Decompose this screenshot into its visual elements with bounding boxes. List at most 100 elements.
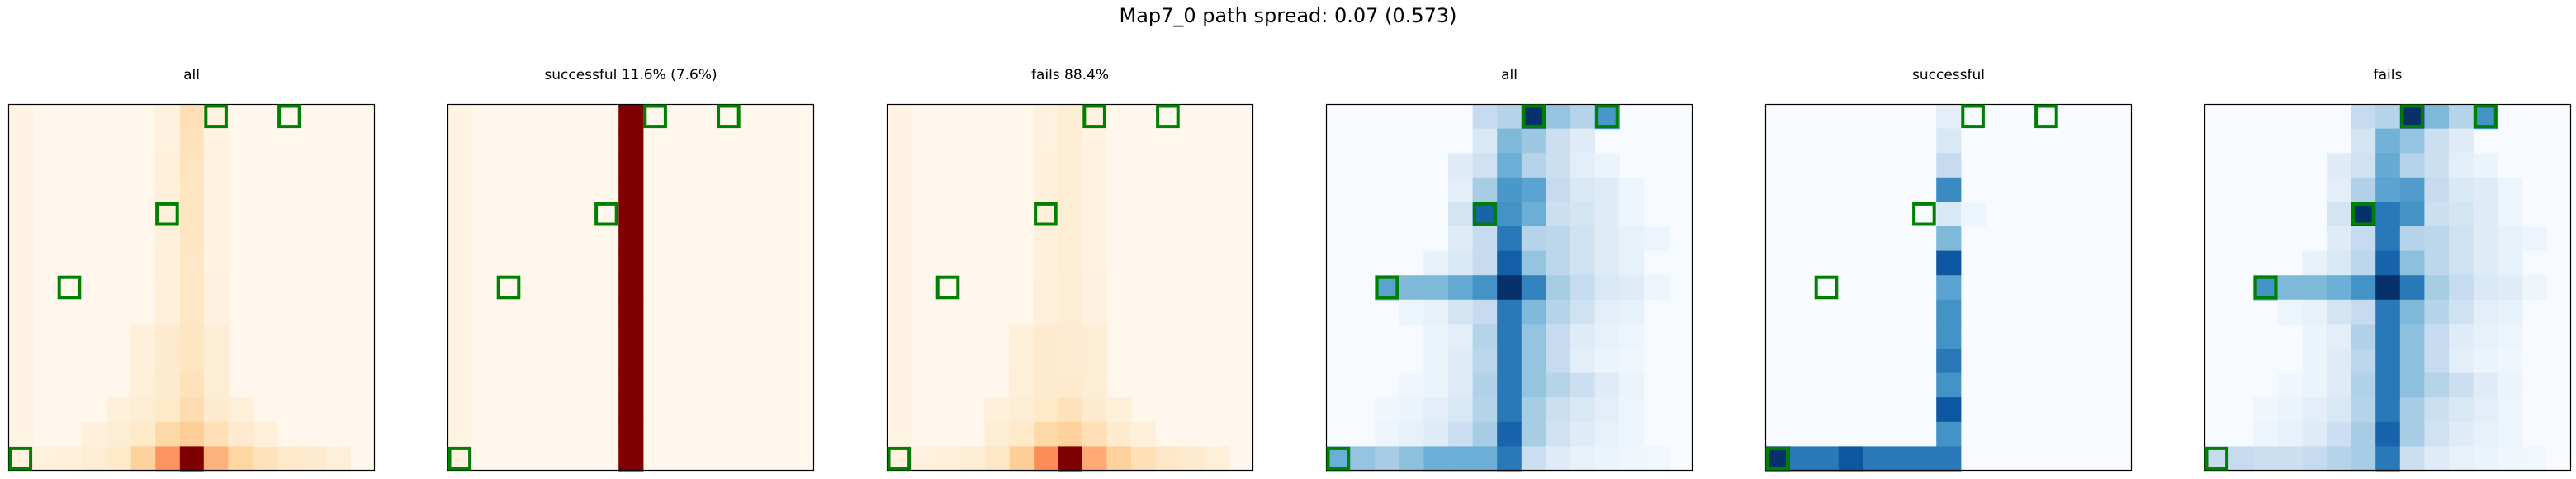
heatmap-cell bbox=[1472, 275, 1498, 301]
heatmap-cell bbox=[1472, 324, 1498, 349]
heatmap-cell bbox=[2424, 446, 2450, 472]
heatmap-cell bbox=[2522, 226, 2547, 252]
waypoint-marker bbox=[2400, 104, 2424, 129]
heatmap-cell bbox=[618, 275, 644, 301]
waypoint-marker bbox=[1765, 446, 1790, 471]
waypoint-marker bbox=[594, 202, 618, 226]
waypoint-marker bbox=[155, 202, 179, 226]
heatmap-cell bbox=[2424, 324, 2450, 349]
heatmap-cell bbox=[887, 349, 912, 374]
heatmap-cell bbox=[203, 128, 229, 154]
heatmap-cell bbox=[1570, 397, 1596, 423]
heatmap-cell bbox=[1936, 128, 1962, 154]
heatmap-cell bbox=[1619, 299, 1645, 325]
heatmap-cell bbox=[228, 446, 253, 472]
heatmap-cell bbox=[2498, 349, 2523, 374]
heatmap-cell bbox=[1619, 324, 1645, 349]
heatmap-cell bbox=[2449, 421, 2474, 447]
heatmap-cell bbox=[2253, 397, 2279, 423]
heatmap-cell bbox=[2424, 372, 2450, 398]
heatmap-cell bbox=[887, 299, 912, 325]
heatmap-cell bbox=[2327, 177, 2352, 202]
heatmap-cell bbox=[1399, 275, 1424, 301]
heatmap-cell bbox=[2375, 153, 2401, 178]
heatmap-cell bbox=[1521, 275, 1546, 301]
heatmap-cell bbox=[447, 104, 473, 130]
heatmap-cell bbox=[1448, 299, 1474, 325]
heatmap-cell bbox=[1082, 446, 1107, 472]
heatmap-cell bbox=[2498, 421, 2523, 447]
heatmap-cell bbox=[154, 324, 180, 349]
heatmap-cell bbox=[1570, 275, 1596, 301]
heatmap-cell bbox=[2424, 202, 2450, 227]
heatmap-cell bbox=[1033, 177, 1058, 202]
heatmap-cell bbox=[2327, 299, 2352, 325]
heatmap-cell bbox=[253, 446, 278, 472]
heatmap-cell bbox=[1936, 349, 1962, 374]
heatmap-cell bbox=[618, 177, 644, 202]
heatmap-cell bbox=[1594, 299, 1620, 325]
heatmap-cell bbox=[106, 421, 131, 447]
heatmap-cell bbox=[1033, 421, 1058, 447]
heatmap-cell bbox=[1521, 397, 1546, 423]
heatmap-cell bbox=[1472, 397, 1498, 423]
heatmap-cell bbox=[1619, 250, 1645, 276]
heatmap-cell bbox=[911, 446, 936, 472]
panel-title-2: successful 11.6% (7.6%) bbox=[544, 67, 717, 83]
heatmap-cell bbox=[203, 372, 229, 398]
heatmap-cell bbox=[1058, 299, 1083, 325]
heatmap-cell bbox=[2449, 349, 2474, 374]
heatmap-cell bbox=[179, 250, 205, 276]
heatmap-cell bbox=[1497, 372, 1522, 398]
heatmap-cell bbox=[618, 226, 644, 252]
heatmap-panel-2 bbox=[447, 103, 815, 472]
heatmap-cell bbox=[130, 397, 156, 423]
heatmap-cell bbox=[1058, 226, 1083, 252]
heatmap-cell bbox=[1546, 177, 1571, 202]
heatmap-cell bbox=[130, 372, 156, 398]
heatmap-cell bbox=[301, 446, 327, 472]
heatmap-cell bbox=[1619, 202, 1645, 227]
heatmap-cell bbox=[1594, 372, 1620, 398]
heatmap-cell bbox=[1570, 349, 1596, 374]
heatmap-cell bbox=[1423, 446, 1449, 472]
heatmap-cell bbox=[106, 397, 131, 423]
heatmap-panel-6 bbox=[2204, 103, 2572, 472]
heatmap-cell bbox=[1058, 250, 1083, 276]
heatmap-cell bbox=[203, 202, 229, 227]
heatmap-cell bbox=[2302, 372, 2327, 398]
heatmap-cell bbox=[2473, 397, 2498, 423]
heatmap-cell bbox=[2302, 349, 2327, 374]
heatmap-cell bbox=[984, 446, 1010, 472]
heatmap-cell bbox=[8, 250, 34, 276]
heatmap-cell bbox=[1423, 324, 1449, 349]
heatmap-cell bbox=[2399, 324, 2425, 349]
heatmap-cell bbox=[154, 275, 180, 301]
heatmap-cell bbox=[1448, 397, 1474, 423]
heatmap-cell bbox=[2351, 275, 2376, 301]
heatmap-cell bbox=[2498, 250, 2523, 276]
heatmap-cell bbox=[1033, 250, 1058, 276]
waypoint-marker bbox=[1375, 275, 1399, 300]
heatmap-cell bbox=[2399, 153, 2425, 178]
waypoint-marker bbox=[8, 446, 33, 471]
heatmap-cell bbox=[2449, 275, 2474, 301]
heatmap-cell bbox=[106, 446, 131, 472]
heatmap-cell bbox=[2399, 226, 2425, 252]
heatmap-cell bbox=[1399, 372, 1424, 398]
heatmap-cell bbox=[1448, 177, 1474, 202]
heatmap-cell bbox=[2327, 421, 2352, 447]
heatmap-cell bbox=[887, 421, 912, 447]
heatmap-cell bbox=[887, 177, 912, 202]
heatmap-cell bbox=[447, 324, 473, 349]
heatmap-cell bbox=[253, 421, 278, 447]
heatmap-cell bbox=[1399, 397, 1424, 423]
heatmap-cell bbox=[1448, 446, 1474, 472]
heatmap-cell bbox=[1082, 226, 1107, 252]
heatmap-cell bbox=[1497, 250, 1522, 276]
heatmap-cell bbox=[1448, 349, 1474, 374]
heatmap-cell bbox=[2473, 324, 2498, 349]
heatmap-cell bbox=[2399, 446, 2425, 472]
heatmap-cell bbox=[1448, 275, 1474, 301]
